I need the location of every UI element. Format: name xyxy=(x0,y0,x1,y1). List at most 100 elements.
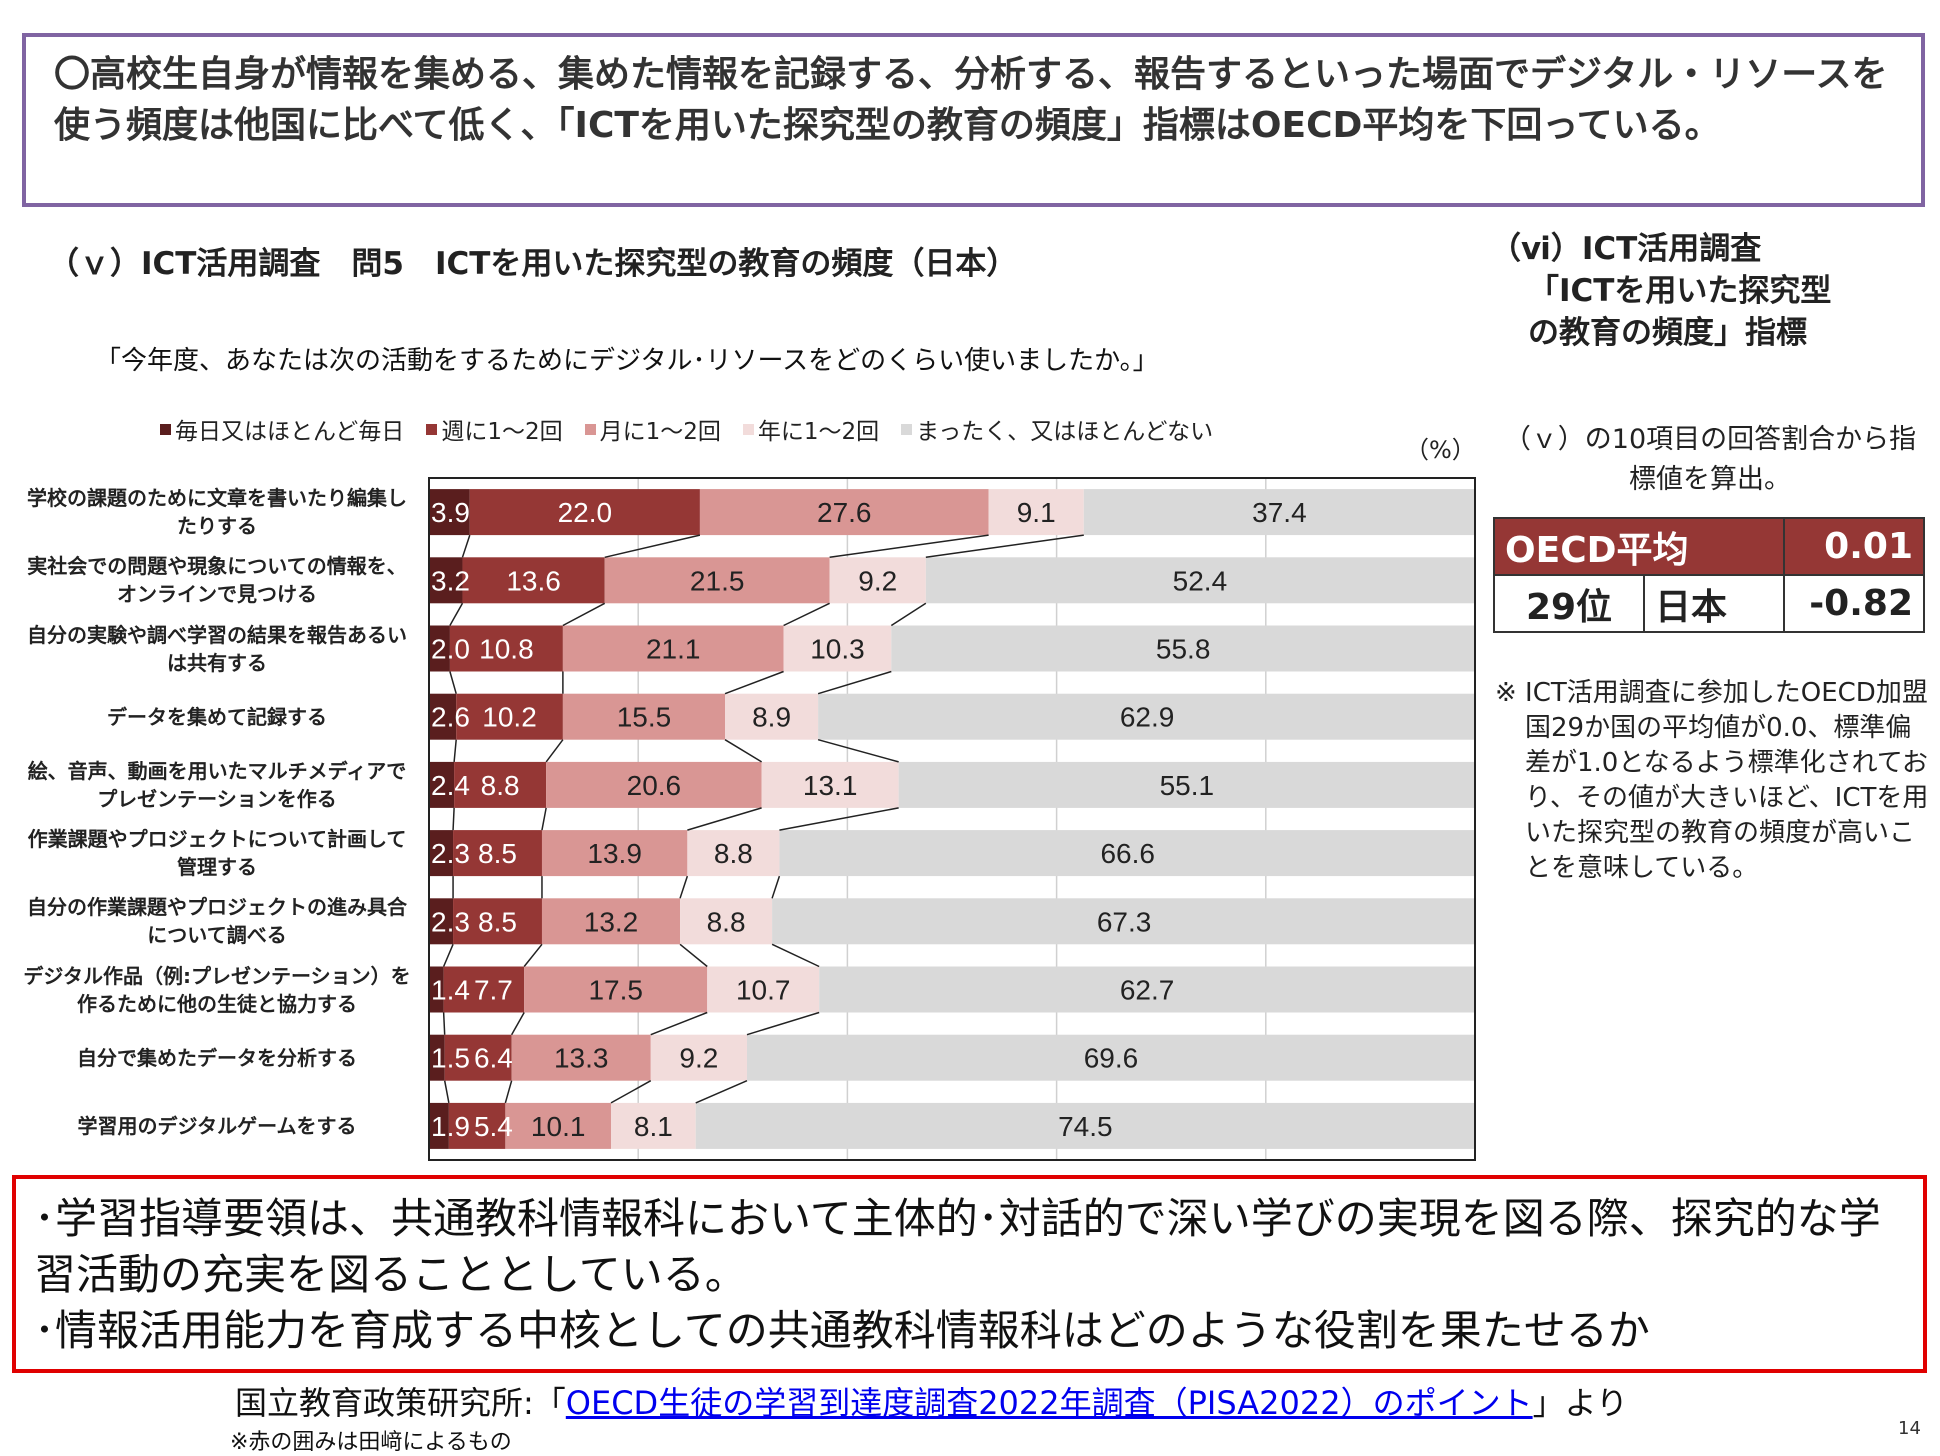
series-connector-line xyxy=(817,738,899,763)
data-label: 3.9 xyxy=(431,497,470,528)
data-label: 22.0 xyxy=(558,497,613,528)
series-connector-line xyxy=(442,1012,446,1035)
bar-segment xyxy=(546,761,762,808)
series-connector-line xyxy=(650,1011,708,1036)
bar-segment xyxy=(456,693,563,740)
indicator-table: OECD平均 0.01 29位 日本 -0.82 xyxy=(1493,517,1925,633)
data-label: 20.6 xyxy=(627,770,682,801)
bar-segment xyxy=(444,1034,512,1081)
data-label: 8.5 xyxy=(478,906,517,937)
series-connector-line xyxy=(449,602,464,626)
series-connector-line xyxy=(724,739,763,763)
legend-item: 毎日又はほとんど毎日 xyxy=(160,412,404,446)
bar-segment xyxy=(429,898,454,945)
oecd-average-value: 0.01 xyxy=(1783,517,1925,576)
data-label: 9.2 xyxy=(679,1043,718,1074)
category-label: 作業課題やプロジェクトについて計画して管理する xyxy=(27,827,407,880)
series-connector-line xyxy=(562,602,606,627)
bar-segment xyxy=(783,625,892,672)
legend-item: まったく、又はほとんどない xyxy=(901,412,1213,446)
bar-segment xyxy=(511,1034,651,1081)
legend-swatch xyxy=(742,423,754,435)
series-connector-line xyxy=(504,1080,513,1104)
series-connector-line xyxy=(449,671,457,694)
series-connector-line xyxy=(724,670,784,695)
data-label: 2.6 xyxy=(431,702,470,733)
bar-segment xyxy=(562,693,726,740)
bar-segment xyxy=(453,898,542,945)
bar-segment xyxy=(611,1102,696,1149)
data-label: 9.1 xyxy=(1017,497,1056,528)
bar-segment xyxy=(429,693,457,740)
plot-frame xyxy=(428,477,1476,1161)
data-label: 6.4 xyxy=(474,1043,513,1074)
category-label: 絵、音声、動画を用いたマルチメディアでプレゼンテーションを作る xyxy=(27,758,407,811)
bar-segment xyxy=(746,1034,1475,1081)
data-label: 67.3 xyxy=(1097,906,1152,937)
data-label: 13.9 xyxy=(587,838,642,869)
data-label: 21.1 xyxy=(646,634,701,665)
bar-segment xyxy=(505,1102,612,1149)
stacked-bar-chart: 3.9 22.0 27.6 9.1 37.4 3.2 13.6 21.5 9.2 52.4 2.0 1… xyxy=(428,477,1477,1161)
bar-segment xyxy=(725,693,819,740)
chart-subtitle: （ｖ）ICT活用調査 問5 ICTを用いた探究型の教育の頻度（日本） xyxy=(48,246,1018,282)
data-label: 9.2 xyxy=(858,565,897,596)
bar-segment xyxy=(1083,489,1475,536)
category-label: 実社会での問題や現象についての情報を、オンラインで見つける xyxy=(27,554,407,607)
indicator-note: ※ ICT活用調査に参加したOECD加盟国29か国の平均値が0.0、標準偏差が1… xyxy=(1495,678,1929,883)
highlight-point: ･学習指導要領は、共通教科情報科において主体的･対話的で深い学びの実現を図る際、… xyxy=(34,1194,1881,1299)
data-label: 66.6 xyxy=(1100,838,1155,869)
data-label: 62.9 xyxy=(1120,702,1175,733)
series-connector-line xyxy=(890,602,927,627)
series-connector-line xyxy=(443,1080,450,1104)
data-label: 10.3 xyxy=(810,634,865,665)
data-label: 2.3 xyxy=(431,906,470,937)
data-label: 8.8 xyxy=(481,770,520,801)
bar-segment xyxy=(462,557,605,604)
series-connector-line xyxy=(783,602,830,627)
legend-swatch xyxy=(584,423,596,435)
category-label: 自分の実験や調べ学習の結果を報告あるいは共有する xyxy=(27,622,407,675)
data-label: 13.6 xyxy=(506,565,560,596)
category-label: データを集めて記録する xyxy=(107,704,327,729)
data-label: 55.1 xyxy=(1160,770,1215,801)
bar-segment xyxy=(779,830,1477,877)
indicator-title-line: の教育の頻度」指標 xyxy=(1528,315,1807,351)
data-label: 10.2 xyxy=(482,702,537,733)
data-label: 8.8 xyxy=(714,838,753,869)
series-connector-line xyxy=(817,670,892,695)
bar-segment xyxy=(925,557,1474,604)
unit-label: （%） xyxy=(1405,436,1476,464)
category-label: 自分の作業課題やプロジェクトの進み具合について調べる xyxy=(27,895,407,948)
legend-label: 週に1～2回 xyxy=(441,419,563,445)
legend-item: 週に1～2回 xyxy=(426,412,563,446)
bar-segment xyxy=(429,489,470,536)
data-label: 2.4 xyxy=(431,770,470,801)
data-label: 2.3 xyxy=(431,838,470,869)
series-connector-line xyxy=(510,1012,525,1036)
series-connector-line xyxy=(604,534,701,559)
bar-segment xyxy=(562,625,784,672)
bar-segment xyxy=(429,1034,445,1081)
bar-segment xyxy=(443,966,525,1013)
data-label: 8.9 xyxy=(752,702,791,733)
indicator-title-line: 「ICTを用いた探究型 xyxy=(1528,273,1832,309)
page-number: 14 xyxy=(1898,1418,1921,1439)
legend-label: 月に1～2回 xyxy=(599,419,721,445)
series-connector-line xyxy=(679,875,689,899)
data-label: 17.5 xyxy=(588,975,643,1006)
bar-segment xyxy=(429,1102,449,1149)
bar-segment xyxy=(819,966,1475,1013)
bar-segment xyxy=(761,761,899,808)
data-label: 37.4 xyxy=(1252,497,1307,528)
source-citation: 国立教育政策研究所:「OECD生徒の学習到達度調査2022年調査（PISA202… xyxy=(235,1378,1628,1424)
data-label: 8.8 xyxy=(707,906,746,937)
category-label: 自分で集めたデータを分析する xyxy=(77,1045,357,1070)
series-connector-line xyxy=(829,534,989,559)
category-label: デジタル作品（例:プレゼンテーション）を作るために他の生徒と協力する xyxy=(23,963,411,1016)
source-link[interactable]: OECD生徒の学習到達度調査2022年調査（PISA2022）のポイント xyxy=(565,1384,1533,1422)
data-label: 10.8 xyxy=(479,634,534,665)
bar-segment xyxy=(429,830,454,877)
data-label: 10.1 xyxy=(531,1111,586,1142)
highlight-point: ･情報活用能力を育成する中核としての共通教科情報科はどのような役割を果たせるか xyxy=(34,1306,1650,1355)
